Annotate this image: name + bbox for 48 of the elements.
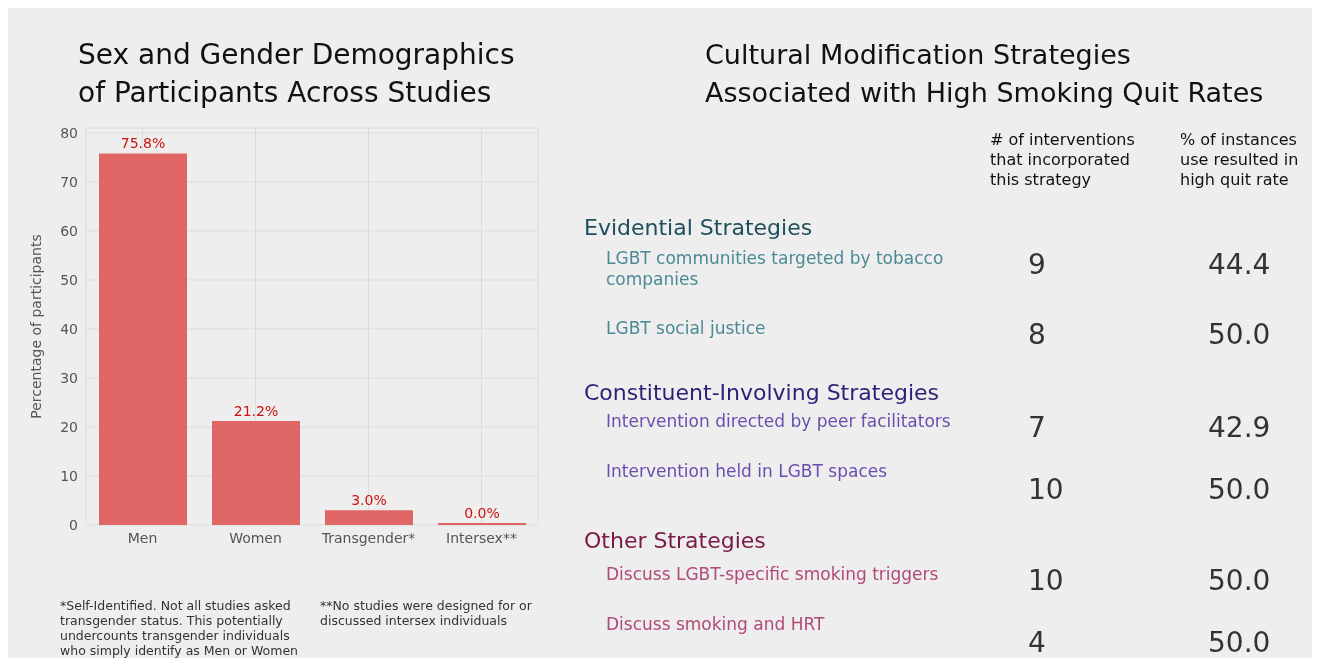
y-tick-label: 60 <box>60 222 78 239</box>
data-label: 8 <box>1028 318 1046 351</box>
data-label: 7 <box>1028 411 1046 444</box>
x-tick-label: Men <box>127 529 158 546</box>
data-label: 75.8% <box>120 135 166 152</box>
data-label: 3.0% <box>351 492 387 509</box>
category-label: Intervention directed by peer facilitators <box>606 411 952 432</box>
chart-title: Sex and Gender Demographics of Participants Across Studies <box>78 37 515 111</box>
category-label: Discuss smoking and HRT <box>606 614 826 635</box>
category-label: LGBT communities targeted by tobacco companies <box>606 248 945 290</box>
bar <box>212 421 300 525</box>
data-label: 0.0% <box>464 505 500 521</box>
text: % of instances use resulted in high quit rate <box>1180 130 1300 190</box>
y-axis-title: Percentage of participants <box>27 234 44 419</box>
x-tick-label: Women <box>229 529 282 546</box>
y-tick-label: 80 <box>60 124 78 141</box>
text: # of interventions that incorporated this strategy <box>990 130 1136 190</box>
x-tick-label: Intersex** <box>446 529 517 546</box>
category-label: Intervention held in LGBT spaces <box>606 461 889 482</box>
data-label: 50.0 <box>1208 473 1271 506</box>
y-tick-label: 40 <box>60 320 78 337</box>
data-label: 21.2% <box>233 403 279 420</box>
text: **No studies were designed for or discussed intersex individuals <box>320 598 533 628</box>
text: Evidential Strategies <box>584 215 813 240</box>
category-label: LGBT social justice <box>606 318 767 339</box>
y-tick-label: 10 <box>60 467 78 484</box>
text: Other Strategies <box>584 528 766 553</box>
text: Cultural Modification Strategies Associated with High Smoking Quit Rates <box>705 38 1264 110</box>
data-label: 50.0 <box>1208 564 1271 597</box>
bar <box>325 510 413 525</box>
category-label: Discuss LGBT-specific smoking triggers <box>606 564 940 585</box>
y-tick-label: 0 <box>69 516 78 533</box>
text: Constituent-Involving Strategies <box>584 380 939 405</box>
y-tick-label: 30 <box>60 369 78 386</box>
data-label: 50.0 <box>1208 318 1271 351</box>
y-tick-label: 20 <box>60 418 78 435</box>
data-label: 9 <box>1028 248 1046 281</box>
data-label: 42.9 <box>1208 411 1271 444</box>
data-label: 10 <box>1028 473 1064 506</box>
text: *Self-Identified. Not all studies asked transgender status. This potentially undercounts transgender individuals who simply identify as Men or Women <box>60 598 299 658</box>
data-label: 4 <box>1028 626 1046 659</box>
data-label: 50.0 <box>1208 626 1271 659</box>
data-label: 44.4 <box>1208 248 1271 281</box>
data-label: 10 <box>1028 564 1064 597</box>
bar <box>99 153 187 525</box>
y-tick-label: 70 <box>60 173 78 190</box>
x-tick-label: Transgender* <box>320 529 416 546</box>
y-tick-label: 50 <box>60 271 78 288</box>
